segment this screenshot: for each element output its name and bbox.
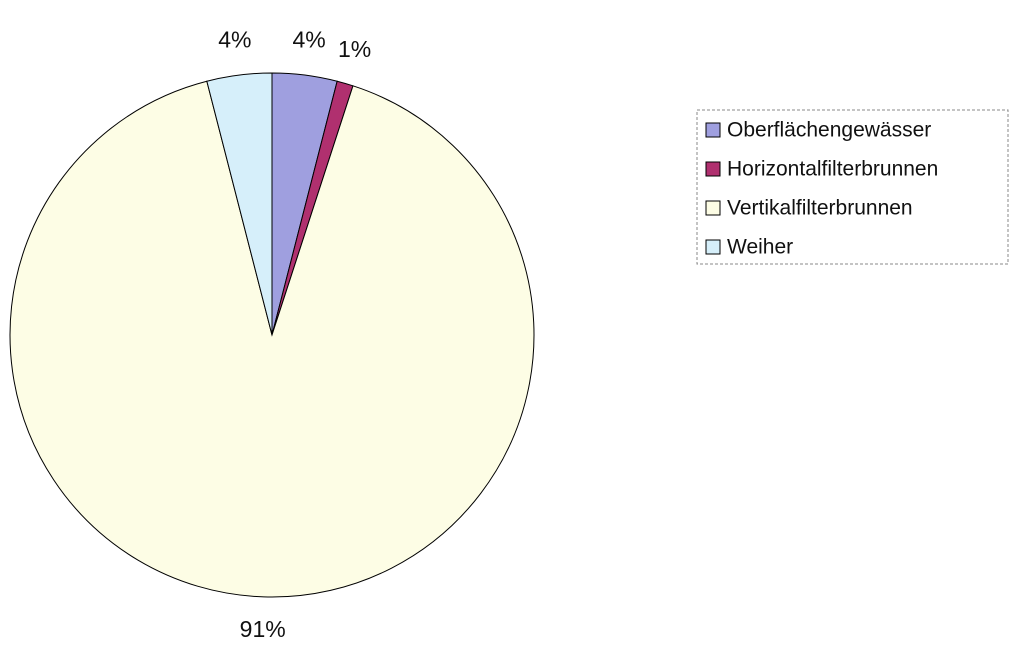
legend: Oberflächengewässer Horizontalfilterbrunn… (705, 119, 938, 259)
pie-slice (206, 72, 273, 336)
legend-label: Vertikalfilterbrunnen (727, 197, 913, 220)
legend-swatch (705, 161, 721, 177)
data-label: 1% (338, 36, 371, 62)
data-label: 4% (218, 26, 251, 52)
data-label: 4% (292, 26, 325, 52)
legend-swatch (705, 239, 721, 255)
pie-slice (9, 80, 535, 598)
legend-label: Weiher (727, 236, 793, 259)
legend-swatch (705, 122, 721, 138)
legend-label: Oberflächengewässer (727, 119, 931, 142)
data-label: 91% (240, 616, 286, 642)
legend-frame (696, 109, 1009, 265)
legend-label: Horizontalfilterbrunnen (727, 158, 938, 181)
legend-swatch (705, 200, 721, 216)
